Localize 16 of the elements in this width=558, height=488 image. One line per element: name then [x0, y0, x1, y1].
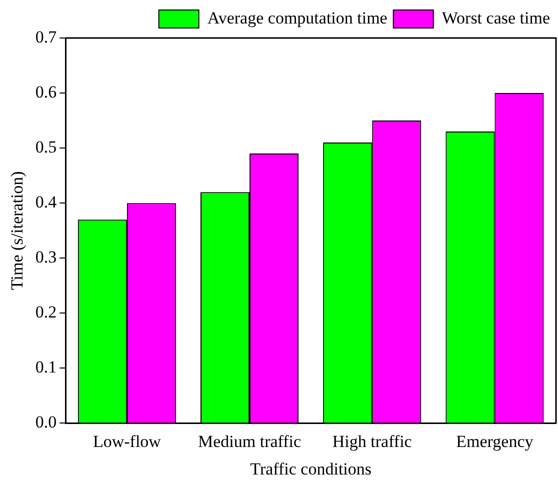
y-tick-label: 0.7 [35, 27, 58, 46]
y-axis-title: Time (s/iteration) [8, 171, 27, 290]
x-tick-label: High traffic [332, 432, 412, 451]
legend-label: Worst case time [442, 8, 550, 28]
y-tick-label: 0.3 [35, 248, 57, 267]
y-tick-label: 0.5 [35, 138, 57, 157]
x-tick-label: Low-flow [92, 432, 162, 451]
legend-label: Average computation time [207, 8, 388, 28]
y-tick-label: 0.4 [35, 192, 58, 212]
y-tick-label: 0.2 [35, 302, 57, 322]
x-tick-label: Medium traffic [198, 432, 302, 451]
y-tick-label: 0.0 [35, 412, 57, 432]
x-tick-label: Emergency [456, 432, 534, 451]
y-tick-label: 0.6 [35, 82, 57, 102]
x-axis-title: Traffic conditions [250, 459, 372, 478]
y-tick-label: 0.1 [35, 358, 57, 377]
